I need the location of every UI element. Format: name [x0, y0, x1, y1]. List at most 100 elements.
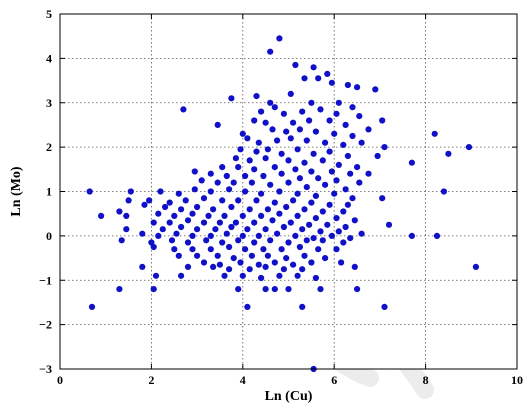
data-point: [306, 117, 313, 124]
data-point: [294, 272, 301, 279]
data-point: [223, 230, 230, 237]
data-point: [219, 164, 226, 171]
data-point: [290, 119, 297, 126]
data-point: [276, 35, 283, 42]
data-point: [262, 155, 269, 162]
data-point: [253, 148, 260, 155]
data-point: [296, 243, 303, 251]
data-point: [258, 212, 265, 219]
data-point: [351, 217, 358, 224]
data-point: [312, 128, 319, 135]
data-point: [155, 210, 162, 217]
data-point: [283, 128, 290, 135]
data-point: [171, 246, 178, 253]
data-point: [356, 113, 363, 120]
data-point: [239, 130, 246, 137]
data-point: [210, 263, 217, 270]
data-point: [123, 226, 130, 233]
data-point: [465, 144, 473, 151]
data-point: [116, 286, 123, 293]
data-point: [433, 232, 441, 239]
data-point: [280, 266, 287, 273]
data-point: [301, 159, 308, 166]
data-point: [255, 232, 262, 239]
data-point: [358, 139, 365, 146]
data-point: [276, 188, 283, 195]
data-point: [219, 197, 226, 204]
data-point: [230, 179, 237, 186]
data-point: [340, 208, 347, 215]
data-point: [315, 246, 322, 253]
data-point: [262, 286, 269, 293]
data-point: [239, 232, 246, 239]
data-point: [358, 230, 365, 237]
data-point: [189, 232, 196, 239]
data-point: [285, 286, 292, 293]
data-point: [207, 188, 214, 195]
data-point: [258, 108, 265, 115]
data-point: [312, 192, 319, 199]
data-point: [125, 197, 132, 204]
data-point: [244, 226, 251, 233]
data-point: [322, 255, 329, 262]
data-point: [223, 172, 230, 180]
data-point: [146, 197, 153, 204]
data-point: [189, 246, 196, 253]
data-point: [344, 201, 351, 208]
data-point: [276, 210, 283, 217]
data-point: [255, 139, 262, 146]
data-point: [230, 255, 237, 262]
data-point: [306, 221, 313, 228]
data-point: [157, 188, 164, 195]
data-point: [328, 168, 335, 175]
data-point: [440, 188, 447, 195]
data-point: [299, 226, 306, 233]
data-point: [280, 223, 287, 231]
data-point: [283, 255, 290, 262]
data-point: [271, 164, 278, 171]
data-point: [310, 150, 317, 157]
x-axis-label: Ln (Cu): [265, 389, 313, 404]
data-point: [342, 121, 349, 128]
data-point: [150, 243, 157, 251]
data-point: [312, 215, 319, 222]
data-point: [283, 203, 290, 211]
data-point: [271, 286, 278, 293]
data-point: [216, 219, 223, 226]
data-point: [294, 146, 301, 153]
y-axis-label: Ln (Mo): [9, 166, 24, 217]
data-point: [166, 199, 173, 206]
data-point: [340, 141, 347, 148]
data-point: [228, 203, 235, 211]
data-point: [246, 206, 253, 213]
data-point: [274, 137, 281, 144]
data-point: [278, 150, 285, 157]
data-point: [242, 246, 249, 253]
data-point: [194, 226, 201, 233]
x-tick-label: 0: [57, 373, 63, 387]
data-point: [285, 179, 292, 186]
data-point: [290, 261, 297, 268]
data-point: [292, 166, 299, 173]
data-point: [253, 197, 260, 204]
data-point: [200, 219, 208, 226]
data-point: [338, 259, 345, 266]
data-point: [171, 212, 178, 219]
data-point: [333, 177, 340, 184]
data-point: [235, 164, 242, 171]
data-point: [326, 117, 333, 124]
data-point: [162, 203, 169, 211]
data-point: [292, 61, 299, 69]
data-point: [116, 208, 123, 215]
data-point: [349, 132, 356, 140]
data-point: [173, 230, 180, 237]
data-point: [287, 135, 294, 142]
data-point: [226, 186, 233, 193]
data-point: [267, 99, 274, 106]
data-points: [86, 35, 479, 373]
data-point: [203, 237, 210, 244]
data-point: [221, 212, 228, 219]
data-point: [239, 272, 246, 279]
data-point: [408, 159, 415, 166]
